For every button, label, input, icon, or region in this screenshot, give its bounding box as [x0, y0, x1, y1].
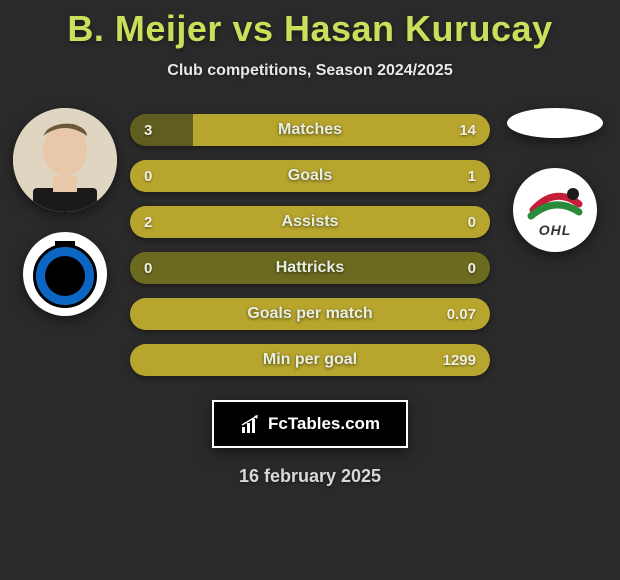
branding-text: FcTables.com [268, 414, 380, 434]
right-club-badge: OHL [513, 168, 597, 252]
right-player-avatar [507, 108, 603, 138]
right-player-column: OHL [490, 108, 620, 252]
left-player-column [0, 108, 130, 316]
stat-bar: 20Assists [130, 206, 490, 238]
stat-bar: 00Hattricks [130, 252, 490, 284]
stat-label: Min per goal [130, 351, 490, 369]
crown-icon [55, 241, 75, 247]
stat-label: Hattricks [130, 259, 490, 277]
stat-label: Assists [130, 213, 490, 231]
stat-bar: 01Goals [130, 160, 490, 192]
stat-bars: 314Matches 01Goals 20Assists 00Hattricks 0.0… [130, 108, 490, 376]
ohl-logo-icon [513, 168, 597, 252]
stat-bar: 314Matches [130, 114, 490, 146]
date-text: 16 february 2025 [0, 466, 620, 487]
stat-bar: 0.07Goals per match [130, 298, 490, 330]
ohl-label: OHL [539, 222, 572, 238]
player-silhouette-icon [13, 108, 117, 212]
stat-bar: 1299Min per goal [130, 344, 490, 376]
fctables-logo-icon [240, 413, 262, 435]
stat-label: Matches [130, 121, 490, 139]
stat-label: Goals per match [130, 305, 490, 323]
page-title: B. Meijer vs Hasan Kurucay [0, 0, 620, 50]
left-club-badge [23, 232, 107, 316]
left-player-avatar [13, 108, 117, 212]
stat-label: Goals [130, 167, 490, 185]
comparison-panel: 314Matches 01Goals 20Assists 00Hattricks 0.0… [0, 108, 620, 376]
subtitle: Club competitions, Season 2024/2025 [0, 62, 620, 80]
branding-box: FcTables.com [212, 400, 408, 448]
